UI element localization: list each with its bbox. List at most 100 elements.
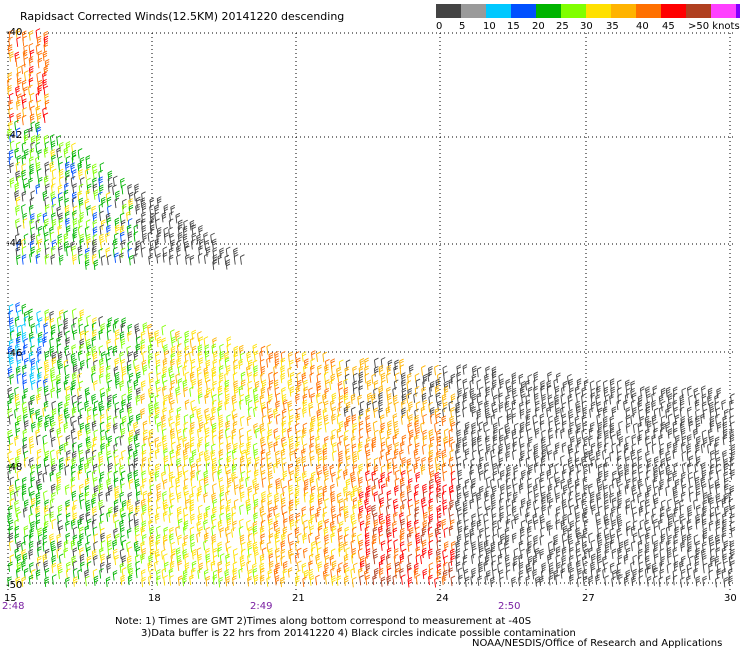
wind-barb: [198, 526, 203, 537]
wind-barb: [37, 336, 43, 347]
wind-barb: [16, 359, 22, 370]
wind-barb: [156, 336, 162, 348]
wind-barb: [420, 553, 425, 565]
wind-barb: [518, 483, 524, 494]
wind-barb: [197, 441, 202, 453]
wind-barb: [504, 554, 510, 565]
wind-barb: [44, 254, 50, 265]
wind-barb: [722, 553, 727, 564]
wind-barb: [15, 576, 21, 588]
wind-barb: [716, 469, 722, 480]
wind-barb: [701, 393, 707, 404]
wind-barb: [128, 198, 133, 209]
wind-barb: [91, 365, 96, 376]
wind-barb: [373, 477, 379, 489]
wind-barb: [100, 442, 105, 454]
wind-barb: [337, 371, 342, 383]
wind-barb: [464, 478, 470, 490]
legend-swatch: [736, 4, 740, 18]
wind-barb: [260, 469, 266, 481]
wind-barb: [372, 420, 378, 432]
wind-barb: [267, 408, 272, 419]
wind-barb: [185, 254, 190, 265]
wind-barb: [324, 554, 330, 566]
wind-barb: [527, 540, 532, 552]
wind-barb: [722, 512, 727, 523]
wind-barb: [121, 317, 126, 328]
wind-barb: [665, 464, 671, 476]
wind-barb: [141, 456, 147, 468]
wind-barb: [112, 548, 118, 560]
wind-barb: [161, 471, 166, 482]
wind-barb: [149, 239, 155, 251]
wind-barb: [603, 527, 609, 538]
wind-barb: [287, 478, 293, 490]
wind-barb: [15, 99, 21, 111]
wind-barb: [602, 416, 608, 427]
wind-barb: [86, 546, 91, 557]
wind-barb: [240, 254, 245, 265]
wind-barb: [114, 357, 119, 369]
wind-barb: [471, 553, 476, 564]
wind-barb: [204, 483, 209, 495]
wind-barb: [695, 504, 701, 516]
wind-barb: [651, 507, 657, 518]
wind-barb: [92, 463, 98, 475]
wind-barb: [540, 455, 546, 467]
wind-barb: [359, 520, 365, 531]
wind-barb: [476, 366, 482, 378]
wind-barb: [56, 206, 62, 217]
wind-barb: [16, 540, 22, 552]
wind-barb: [324, 422, 330, 433]
wind-barb: [198, 562, 204, 573]
wind-barb: [119, 351, 124, 363]
wind-barb: [49, 161, 55, 172]
wind-barb: [422, 511, 428, 523]
wind-barb: [134, 183, 139, 194]
wind-barb: [93, 575, 99, 586]
wind-barb: [338, 395, 344, 406]
wind-barb: [492, 462, 497, 474]
wind-barb: [114, 491, 120, 503]
wind-barb: [219, 350, 225, 362]
wind-barb: [58, 254, 64, 266]
wind-barb: [134, 478, 140, 490]
wind-barb: [66, 353, 71, 364]
wind-barb: [50, 245, 56, 257]
wind-barb: [653, 525, 659, 536]
wind-barb: [644, 541, 650, 553]
wind-barb: [15, 56, 21, 68]
lon-label: 15: [4, 593, 17, 604]
wind-barb: [695, 456, 701, 467]
wind-barb: [99, 471, 105, 482]
wind-barb: [624, 470, 630, 481]
wind-barb: [582, 575, 588, 587]
wind-barb: [86, 351, 91, 362]
wind-barb: [225, 420, 230, 432]
wind-barb: [721, 518, 727, 530]
wind-barb: [79, 238, 84, 249]
wind-barb: [24, 70, 29, 81]
wind-barb: [128, 435, 133, 446]
wind-barb: [568, 546, 574, 558]
wind-barb: [428, 385, 434, 396]
wind-barb: [175, 330, 180, 342]
wind-barb: [29, 218, 34, 230]
wind-barb: [429, 470, 435, 481]
wind-barb: [119, 225, 125, 236]
wind-barb: [42, 541, 48, 552]
wind-barb: [574, 484, 580, 495]
wind-barb: [623, 553, 629, 565]
wind-barb: [616, 504, 622, 515]
wind-barb: [462, 392, 468, 403]
wind-barb: [149, 526, 154, 538]
wind-barb: [98, 248, 104, 259]
wind-barb: [233, 553, 239, 564]
wind-barb: [715, 534, 720, 545]
wind-barb: [127, 231, 133, 242]
wind-barb: [394, 567, 400, 579]
wind-barb: [730, 548, 735, 560]
wind-barb: [296, 560, 302, 571]
wind-barb: [128, 429, 134, 441]
wind-barb: [289, 450, 294, 462]
